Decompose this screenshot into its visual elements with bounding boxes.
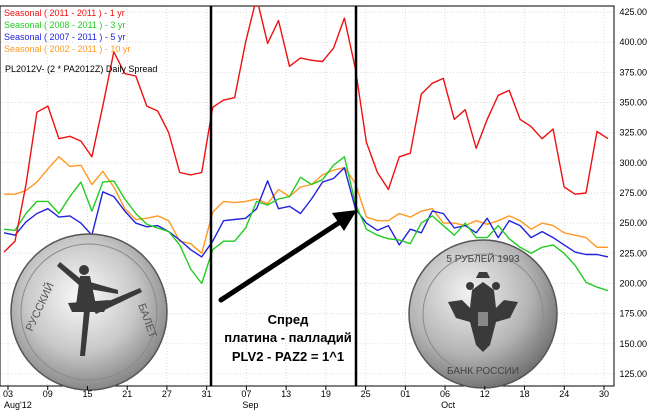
x-axis-ticks: 03 09 15 21 27 31 07 13 19 25 01 06 12 18 24 30: [3, 386, 609, 399]
series-line-0: [3, 6, 609, 253]
annotation-line-2: платина - палладий: [224, 330, 351, 345]
x-tick-label: 18: [520, 389, 530, 399]
y-tick-label: 200.00: [619, 278, 647, 288]
russian-eagle-coin-image: 5 РУБЛЕЙ 1993 БАНК РОССИИ: [408, 239, 558, 389]
y-tick-label: 325.00: [619, 128, 647, 138]
plot-frame: [0, 5, 615, 387]
x-tick-label: 27: [162, 389, 172, 399]
y-tick-label: 425.00: [619, 7, 647, 17]
legend: Seasonal ( 2011 - 2011 ) - 1 yr Seasonal…: [4, 8, 130, 54]
y-tick-label: 225.00: [619, 248, 647, 258]
legend-entry-10yr: Seasonal ( 2002 - 2011 ) - 10 yr: [4, 44, 130, 54]
x-month-label: Aug'12: [4, 400, 32, 410]
legend-entry-3yr: Seasonal ( 2008 - 2011 ) - 3 yr: [4, 20, 125, 30]
x-tick-label: 19: [321, 389, 331, 399]
x-tick-label: 13: [281, 389, 291, 399]
x-tick-label: 24: [559, 389, 569, 399]
spread-arrow: [218, 210, 357, 303]
annotation-line-3: PLV2 - PAZ2 = 1^1: [232, 349, 344, 364]
ballerina-coin-image: РУССКИЙ БАЛЕТ: [10, 233, 168, 391]
series-line-1: [3, 156, 609, 292]
y-tick-label: 150.00: [619, 339, 647, 349]
series-line-3: [4, 156, 608, 255]
annotation-block: Спред платина - палладий PLV2 - PAZ2 = 1…: [224, 312, 351, 364]
vertical-gridlines: [7, 6, 605, 386]
coin-bottom-legend: БАНК РОССИИ: [447, 366, 519, 377]
x-tick-label: 06: [440, 389, 450, 399]
y-tick-label: 250.00: [619, 218, 647, 228]
coin-top-legend: 5 РУБЛЕЙ 1993: [446, 252, 520, 265]
legend-entry-5yr: Seasonal ( 2007 - 2011 ) - 5 yr: [4, 32, 125, 42]
y-tick-label: 175.00: [619, 309, 647, 319]
x-tick-label: 30: [599, 389, 609, 399]
x-month-label: Sep: [242, 400, 258, 410]
x-tick-label: 12: [480, 389, 490, 399]
x-month-label: Oct: [441, 400, 456, 410]
y-tick-label: 375.00: [619, 67, 647, 77]
x-tick-label: 31: [202, 389, 212, 399]
y-axis-ticks: 425.00 400.00 375.00 350.00 325.00 300.00 275.…: [619, 7, 647, 379]
y-tick-label: 350.00: [619, 98, 647, 108]
x-tick-label: 21: [122, 389, 132, 399]
legend-entry-1yr: Seasonal ( 2011 - 2011 ) - 1 yr: [4, 8, 125, 18]
y-tick-label: 300.00: [619, 158, 647, 168]
y-tick-label: 275.00: [619, 188, 647, 198]
chart-title: PL2012V- (2 * PA2012Z) Daily Spread: [5, 64, 157, 74]
y-tick-label: 400.00: [619, 37, 647, 47]
x-tick-label: 01: [400, 389, 410, 399]
x-tick-label: 03: [3, 389, 13, 399]
x-tick-label: 15: [82, 389, 92, 399]
x-tick-label: 25: [361, 389, 371, 399]
annotation-line-1: Спред: [268, 312, 309, 327]
x-tick-label: 07: [241, 389, 251, 399]
x-axis-month-labels: Aug'12 Sep Oct: [4, 400, 456, 410]
y-tick-label: 125.00: [619, 369, 647, 379]
series-line-2: [3, 166, 609, 258]
x-tick-label: 09: [43, 389, 53, 399]
series-layer: [3, 6, 609, 292]
